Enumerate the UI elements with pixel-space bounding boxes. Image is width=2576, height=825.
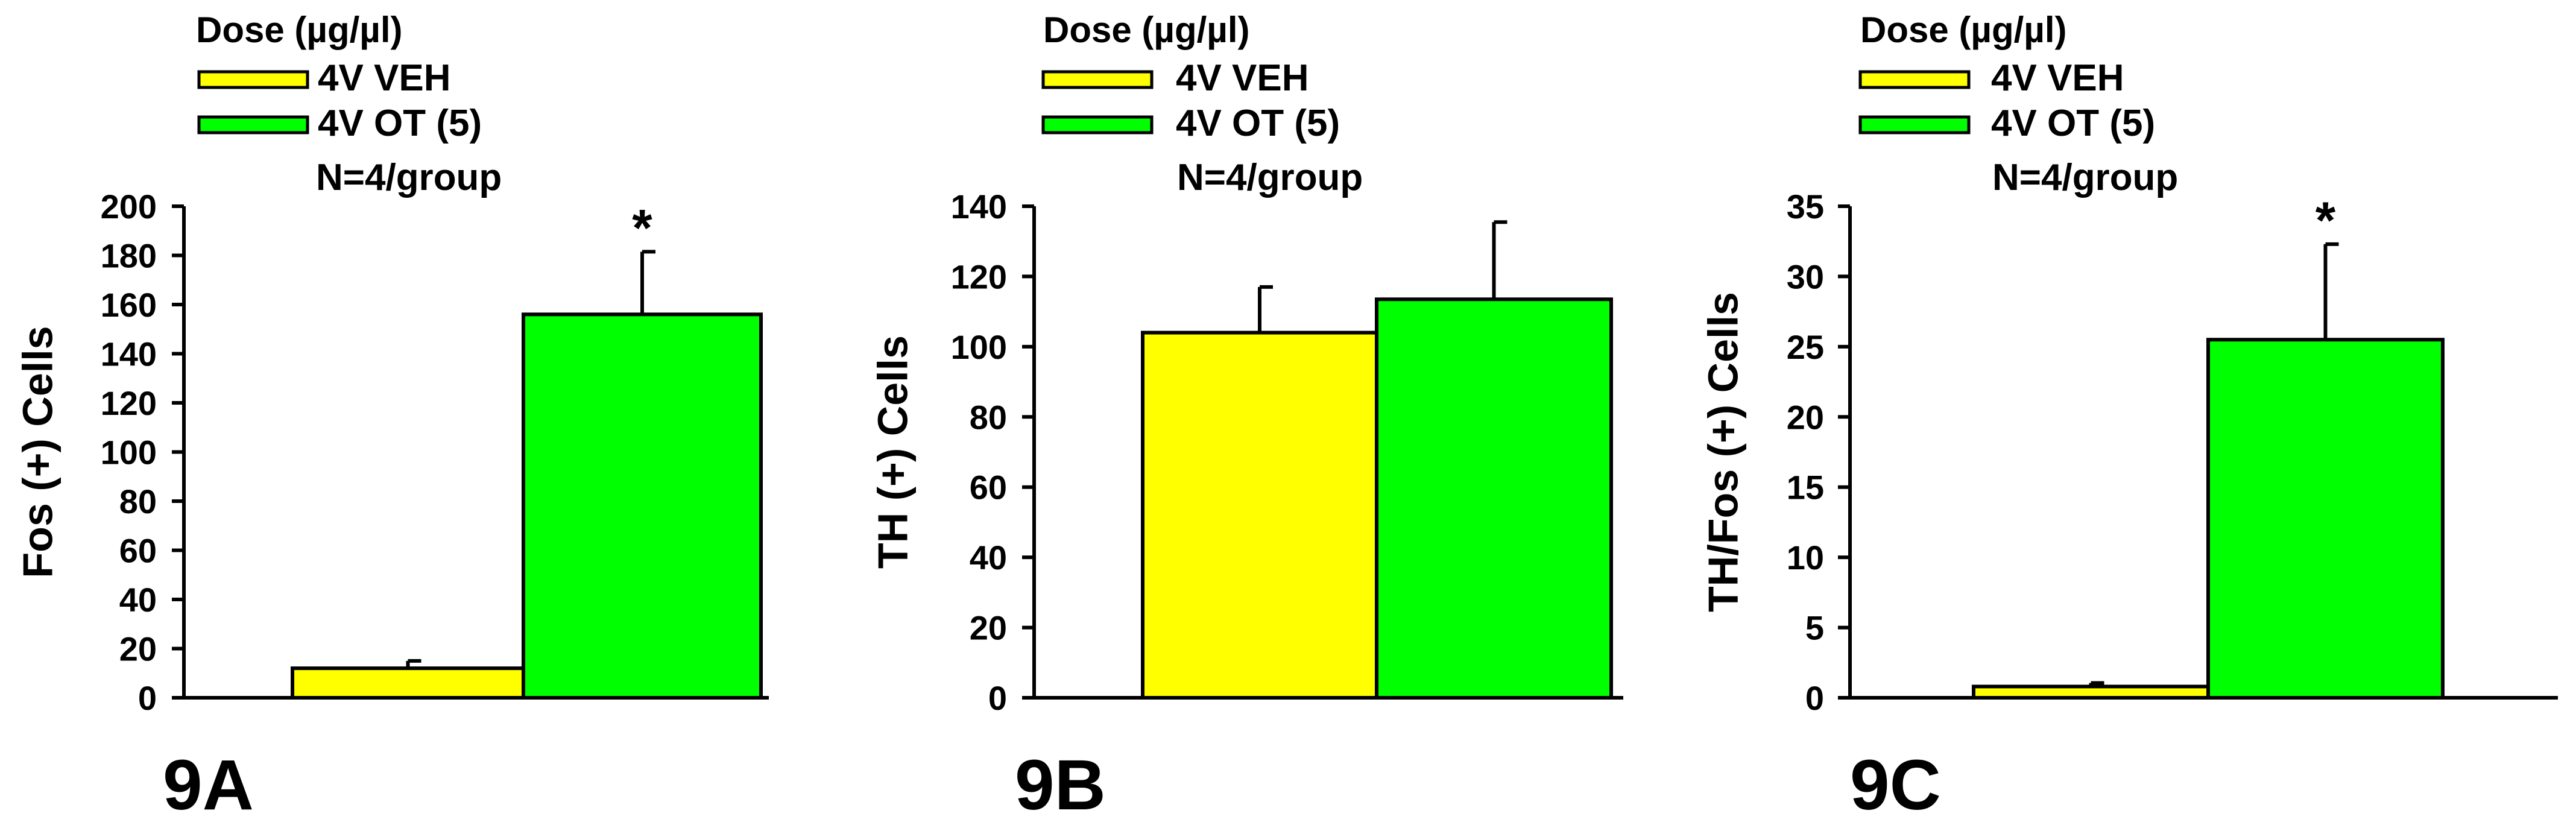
9a-y-tick-label: 160 (101, 286, 157, 324)
9c-legend-label-ot: 4V OT (5) (1991, 103, 2155, 144)
9c-y-tick-label: 10 (1787, 539, 1824, 577)
9a-y-tick-label: 80 (119, 482, 157, 520)
9c-legend-note: N=4/group (1992, 157, 2178, 198)
9c-legend-swatch-veh (1858, 70, 1971, 89)
9b-legend-swatch-veh (1041, 70, 1154, 89)
9b-y-tick-label: 140 (951, 188, 1007, 226)
9b-legend-label-veh: 4V VEH (1176, 57, 1309, 99)
9a-y-tick-label: 20 (119, 630, 157, 668)
9a-bar-veh (291, 666, 525, 700)
9a-legend-swatch-veh (197, 70, 309, 89)
9c-bar-ot (2206, 338, 2445, 700)
9b-legend-swatch-ot (1041, 115, 1154, 134)
9b-y-tick-label: 40 (970, 539, 1007, 577)
9b-legend-title: Dose (µg/µl) (1043, 10, 1249, 50)
9c-significance-marker: * (2316, 192, 2336, 250)
9a-legend-swatch-ot (197, 115, 309, 134)
9c-legend-title: Dose (µg/µl) (1860, 10, 2066, 50)
9b-y-tick-label: 80 (970, 398, 1007, 436)
9a-y-tick-label: 140 (101, 335, 157, 373)
9a-y-axis-label: Fos (+) Cells (14, 326, 62, 578)
9c-y-tick-label: 25 (1787, 328, 1824, 366)
9b-y-tick-label: 0 (988, 679, 1007, 717)
9c-y-axis-label: TH/Fos (+) Cells (1700, 292, 1747, 612)
9c-legend-swatch-ot (1858, 115, 1971, 134)
9a-legend-title: Dose (µg/µl) (196, 10, 402, 50)
9b-y-tick-label: 20 (970, 609, 1007, 647)
9a-y-tick-label: 180 (101, 237, 157, 275)
9c-y-tick-label: 20 (1787, 398, 1824, 436)
9a-y-tick-label: 0 (138, 679, 157, 717)
9b-y-tick-label: 100 (951, 328, 1007, 366)
9c-y-tick-label: 5 (1805, 609, 1824, 647)
9c-y-tick-label: 35 (1787, 188, 1824, 226)
9a-y-tick-label: 60 (119, 532, 157, 570)
9b-y-tick-label: 60 (970, 469, 1007, 507)
9b-y-tick-label: 120 (951, 258, 1007, 296)
9c-y-tick-label: 0 (1805, 679, 1824, 717)
9a-y-tick-label: 100 (101, 434, 157, 472)
9c-y-tick-label: 15 (1787, 469, 1824, 507)
9c-legend-label-veh: 4V VEH (1991, 57, 2124, 99)
9b-legend-note: N=4/group (1177, 157, 1363, 198)
9a-significance-marker: * (632, 199, 652, 257)
9b-bar-ot (1375, 297, 1613, 700)
9a-legend-label-veh: 4V VEH (318, 57, 451, 99)
9a-legend-label-ot: 4V OT (5) (318, 103, 482, 144)
9a-bar-ot (522, 312, 763, 700)
9a-y-tick-label: 40 (119, 581, 157, 619)
9b-panel-label: 9B (1015, 745, 1106, 825)
9c-y-tick-label: 30 (1787, 258, 1824, 296)
9a-panel-label: 9A (163, 745, 254, 825)
9b-legend-label-ot: 4V OT (5) (1176, 103, 1340, 144)
9a-legend-note: N=4/group (316, 157, 502, 198)
9b-y-axis-label: TH (+) Cells (870, 335, 917, 569)
9a-y-tick-label: 120 (101, 384, 157, 422)
9c-panel-label: 9C (1850, 745, 1941, 825)
9b-bar-veh (1141, 330, 1378, 700)
9a-y-tick-label: 200 (101, 188, 157, 226)
